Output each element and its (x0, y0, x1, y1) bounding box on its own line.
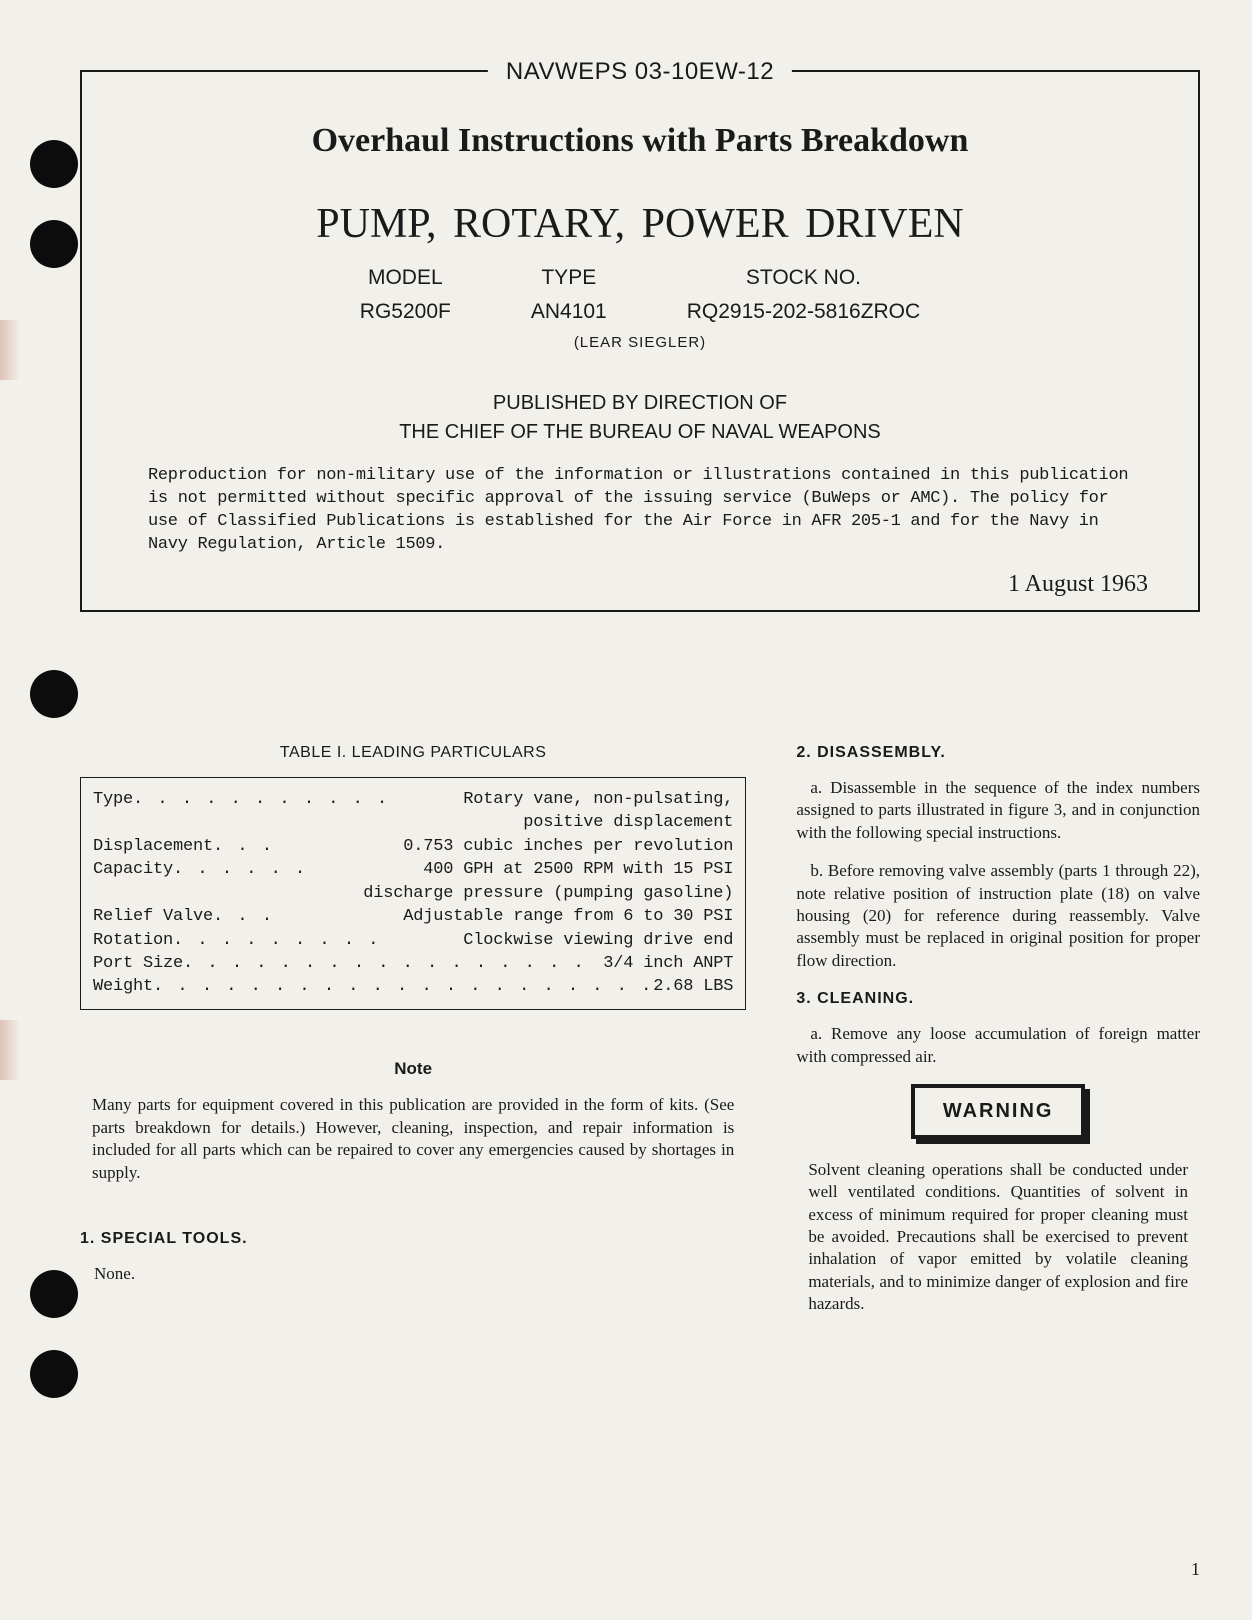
row-label: Rotation (93, 929, 173, 952)
table-title: TABLE I. LEADING PARTICULARS (80, 742, 746, 763)
left-column: TABLE I. LEADING PARTICULARS Type . . . … (80, 742, 746, 1316)
leader-dots: . . . (213, 835, 403, 858)
row-value: 400 GPH at 2500 RPM with 15 PSI (423, 858, 733, 881)
body-columns: TABLE I. LEADING PARTICULARS Type . . . … (80, 742, 1200, 1316)
table-row: Port Size . . . . . . . . . . . . . . . … (93, 952, 733, 975)
table-row: Rotation . . . . . . . . . Clockwise vie… (93, 929, 733, 952)
row-value: 0.753 cubic inches per revolution (403, 835, 733, 858)
table-row: Type . . . . . . . . . . . Rotary vane, … (93, 788, 733, 811)
pump-title: PUMP, ROTARY, POWER DRIVEN (132, 200, 1148, 248)
manufacturer: (LEAR SIEGLER) (132, 334, 1148, 351)
published-line-1: PUBLISHED BY DIRECTION OF (132, 389, 1148, 418)
table-row: Displacement . . . 0.753 cubic inches pe… (93, 835, 733, 858)
document-page: NAVWEPS 03-10EW-12 Overhaul Instructions… (80, 40, 1200, 1580)
leader-dots: . . . . . . . . . . . (133, 788, 463, 811)
row-continuation: discharge pressure (pumping gasoline) (93, 882, 733, 905)
section-2-para-a: a. Disassemble in the sequence of the in… (796, 777, 1200, 844)
page-scuff (0, 320, 20, 380)
row-label: Port Size (93, 952, 183, 975)
warning-text: Solvent cleaning operations shall be con… (796, 1159, 1200, 1316)
model-column: MODEL RG5200F (360, 266, 451, 324)
right-column: 2. DISASSEMBLY. a. Disassemble in the se… (796, 742, 1200, 1316)
type-column: TYPE AN4101 (531, 266, 607, 324)
section-3-para-a: a. Remove any loose accumulation of fore… (796, 1023, 1200, 1068)
row-value: 3/4 inch ANPT (603, 952, 733, 975)
row-value: Adjustable range from 6 to 30 PSI (403, 905, 733, 928)
section-1-body: None. (80, 1263, 746, 1285)
leader-dots: . . . . . . (173, 858, 423, 881)
warning-box: WARNING (911, 1084, 1086, 1138)
row-value: Clockwise viewing drive end (463, 929, 733, 952)
section-2-header: 2. DISASSEMBLY. (796, 742, 1200, 763)
row-label: Capacity (93, 858, 173, 881)
table-row: Relief Valve . . . Adjustable range from… (93, 905, 733, 928)
stock-header: STOCK NO. (687, 266, 920, 290)
binder-hole (30, 220, 78, 268)
row-value: Rotary vane, non-pulsating, (463, 788, 733, 811)
leading-particulars-table: Type . . . . . . . . . . . Rotary vane, … (80, 777, 746, 1010)
page-scuff (0, 1020, 20, 1080)
note-body: Many parts for equipment covered in this… (80, 1094, 746, 1184)
publication-date: 1 August 1963 (132, 571, 1148, 598)
reproduction-notice: Reproduction for non-military use of the… (132, 465, 1148, 557)
leader-dots: . . . . . . . . . . . . . . . . . (183, 952, 603, 975)
row-label: Relief Valve (93, 905, 213, 928)
section-1-header: 1. SPECIAL TOOLS. (80, 1228, 746, 1249)
published-line-2: THE CHIEF OF THE BUREAU OF NAVAL WEAPONS (132, 418, 1148, 447)
row-label: Type (93, 788, 133, 811)
model-value: RG5200F (360, 300, 451, 324)
type-value: AN4101 (531, 300, 607, 324)
binder-hole (30, 140, 78, 188)
leader-dots: . . . . . . . . . (173, 929, 463, 952)
model-header: MODEL (360, 266, 451, 290)
stock-value: RQ2915-202-5816ZROC (687, 300, 920, 324)
row-label: Displacement (93, 835, 213, 858)
warning-label: WARNING (943, 1100, 1054, 1122)
table-row: Capacity . . . . . . 400 GPH at 2500 RPM… (93, 858, 733, 881)
row-value: 2.68 LBS (653, 975, 733, 998)
leader-dots: . . . (213, 905, 403, 928)
type-header: TYPE (531, 266, 607, 290)
stock-column: STOCK NO. RQ2915-202-5816ZROC (687, 266, 920, 324)
note-header: Note (80, 1058, 746, 1080)
model-type-stock-row: MODEL RG5200F TYPE AN4101 STOCK NO. RQ29… (132, 266, 1148, 324)
binder-hole (30, 1270, 78, 1318)
binder-hole (30, 670, 78, 718)
published-by: PUBLISHED BY DIRECTION OF THE CHIEF OF T… (132, 389, 1148, 447)
page-number: 1 (1191, 1559, 1200, 1580)
overhaul-title: Overhaul Instructions with Parts Breakdo… (132, 122, 1148, 160)
binder-hole (30, 1350, 78, 1398)
title-box: NAVWEPS 03-10EW-12 Overhaul Instructions… (80, 70, 1200, 612)
row-label: Weight (93, 975, 153, 998)
row-continuation: positive displacement (93, 811, 733, 834)
table-row: Weight . . . . . . . . . . . . . . . . .… (93, 975, 733, 998)
document-number: NAVWEPS 03-10EW-12 (488, 58, 792, 86)
leader-dots: . . . . . . . . . . . . . . . . . . . . … (153, 975, 653, 998)
section-3-header: 3. CLEANING. (796, 988, 1200, 1009)
section-2-para-b: b. Before removing valve assembly (parts… (796, 860, 1200, 972)
